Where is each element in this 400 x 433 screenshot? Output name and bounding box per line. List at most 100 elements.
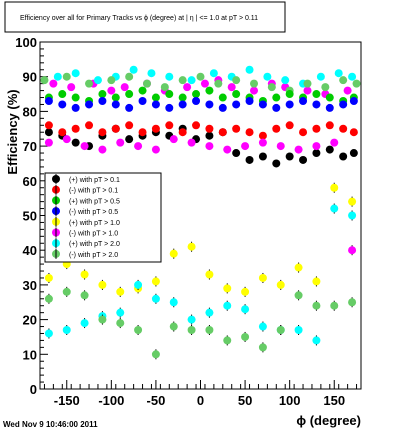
data-point bbox=[98, 280, 107, 289]
data-point bbox=[205, 131, 214, 140]
y-tick-label: 60 bbox=[23, 174, 37, 189]
data-point bbox=[151, 145, 160, 154]
data-point bbox=[330, 138, 339, 147]
data-point bbox=[223, 284, 232, 293]
data-point bbox=[258, 343, 267, 352]
data-point bbox=[151, 350, 160, 359]
data-point bbox=[348, 197, 357, 206]
data-point bbox=[165, 103, 174, 112]
data-point bbox=[348, 211, 357, 220]
data-point bbox=[218, 128, 227, 137]
data-point bbox=[205, 142, 214, 151]
data-point bbox=[138, 86, 147, 95]
data-point bbox=[223, 301, 232, 310]
background-point bbox=[40, 76, 49, 85]
data-point bbox=[205, 270, 214, 279]
background-point bbox=[316, 72, 325, 81]
x-axis-label: ϕ (degree) bbox=[296, 413, 361, 428]
data-point bbox=[134, 280, 143, 289]
data-point bbox=[44, 294, 53, 303]
legend-entry-label: (+) with pT > 0.1 bbox=[69, 177, 120, 184]
legend-entry-label: (+) with pT > 0.5 bbox=[69, 198, 120, 205]
data-point bbox=[325, 103, 334, 112]
legend: (+) with pT > 0.1 (-) with pT > 0.1 (+) wi… bbox=[52, 174, 120, 259]
background-point bbox=[250, 79, 258, 88]
data-point bbox=[44, 121, 53, 130]
data-point bbox=[241, 332, 250, 341]
background-point bbox=[183, 83, 192, 92]
data-point bbox=[312, 124, 321, 133]
background-point bbox=[85, 79, 94, 88]
y-tick-label: 40 bbox=[23, 243, 37, 258]
data-point bbox=[232, 149, 241, 158]
data-point bbox=[299, 96, 308, 105]
background-point bbox=[352, 79, 361, 88]
data-point bbox=[71, 138, 80, 147]
data-point bbox=[44, 128, 53, 137]
data-point bbox=[151, 277, 160, 286]
data-point bbox=[276, 326, 285, 335]
data-point bbox=[285, 90, 294, 99]
data-point bbox=[80, 142, 89, 151]
y-tick-label: 100 bbox=[15, 35, 37, 50]
data-point bbox=[205, 308, 214, 317]
data-point bbox=[178, 128, 187, 137]
data-point bbox=[258, 273, 267, 282]
data-point bbox=[285, 100, 294, 109]
data-point bbox=[312, 277, 321, 286]
data-point bbox=[325, 121, 334, 130]
y-tick-label: 90 bbox=[23, 70, 37, 85]
data-point bbox=[339, 124, 348, 133]
data-point bbox=[138, 128, 147, 137]
y-tick-label: 0 bbox=[30, 382, 37, 397]
data-point bbox=[294, 291, 303, 300]
background-point bbox=[53, 72, 62, 81]
data-point bbox=[58, 128, 67, 137]
x-tick-label: 50 bbox=[238, 393, 252, 408]
data-point bbox=[205, 124, 214, 133]
data-point bbox=[192, 96, 201, 105]
data-point bbox=[178, 93, 187, 102]
background-point bbox=[214, 79, 223, 88]
data-point bbox=[218, 93, 227, 102]
data-point bbox=[312, 301, 321, 310]
data-point bbox=[98, 315, 107, 324]
data-point bbox=[241, 287, 250, 296]
data-point bbox=[58, 100, 67, 109]
data-point bbox=[330, 301, 339, 310]
y-tick-label: 50 bbox=[23, 209, 37, 224]
data-point bbox=[169, 249, 178, 258]
data-point bbox=[116, 287, 125, 296]
data-point bbox=[98, 128, 107, 137]
background-point bbox=[303, 86, 312, 95]
data-point bbox=[44, 273, 53, 282]
background-point bbox=[281, 76, 290, 85]
y-axis-label: Efficiency (%) bbox=[5, 89, 20, 174]
background-point bbox=[267, 83, 276, 92]
data-point bbox=[258, 152, 267, 161]
background-point bbox=[263, 72, 272, 81]
data-point bbox=[272, 93, 281, 102]
background-point bbox=[232, 76, 241, 85]
data-point bbox=[232, 100, 241, 109]
data-point bbox=[151, 294, 160, 303]
data-point bbox=[276, 280, 285, 289]
data-point bbox=[272, 124, 281, 133]
data-point bbox=[258, 138, 267, 147]
data-point bbox=[111, 124, 120, 133]
data-point bbox=[116, 138, 125, 147]
data-point bbox=[232, 90, 241, 99]
background-point bbox=[49, 79, 58, 88]
data-point bbox=[151, 124, 160, 133]
data-point bbox=[116, 319, 125, 328]
data-point bbox=[98, 90, 107, 99]
data-point bbox=[223, 145, 232, 154]
data-point bbox=[205, 100, 214, 109]
data-point bbox=[312, 100, 321, 109]
data-point bbox=[80, 319, 89, 328]
data-point bbox=[312, 90, 321, 99]
background-point bbox=[196, 72, 205, 81]
data-point bbox=[187, 326, 196, 335]
data-point bbox=[165, 121, 174, 130]
